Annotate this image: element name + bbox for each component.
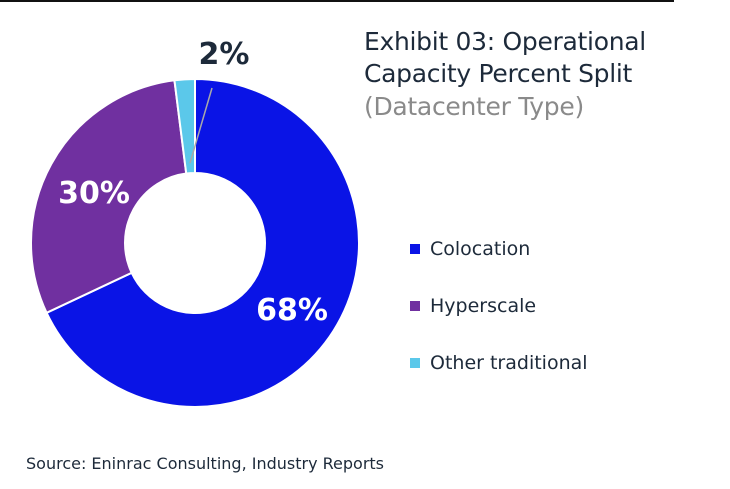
legend-item-colocation: Colocation: [410, 234, 588, 264]
source-note: Source: Eninrac Consulting, Industry Rep…: [26, 454, 385, 473]
legend-swatch-other-traditional: [410, 358, 420, 368]
legend-label-hyperscale: Hyperscale: [430, 295, 537, 317]
chart-subtitle: (Datacenter Type): [364, 92, 584, 121]
legend-swatch-hyperscale: [410, 301, 420, 311]
donut-slice-hyperscale: [30, 79, 188, 315]
leader-line-other-traditional: [189, 87, 213, 164]
legend-item-hyperscale: Hyperscale: [410, 291, 588, 321]
data-label-hyperscale: 30%: [58, 176, 130, 211]
legend-label-colocation: Colocation: [430, 238, 531, 260]
legend-item-other-traditional: Other traditional: [410, 348, 588, 378]
chart-title-block: Exhibit 03: Operational Capacity Percent…: [364, 26, 684, 124]
donut-slice-other-traditional: [173, 77, 196, 175]
data-label-colocation: 68%: [256, 293, 328, 328]
data-label-other-traditional: 2%: [199, 37, 250, 72]
chart-title-line-1: Exhibit 03: Operational: [364, 27, 646, 56]
donut-chart: 68% 30% 2%: [30, 37, 360, 408]
legend-label-other-traditional: Other traditional: [430, 352, 588, 374]
donut-slice-colocation: [45, 77, 360, 408]
legend-swatch-colocation: [410, 244, 420, 254]
chart-title-line-2: Capacity Percent Split: [364, 59, 633, 88]
top-rule: [0, 0, 674, 2]
legend: Colocation Hyperscale Other traditional: [410, 234, 588, 405]
